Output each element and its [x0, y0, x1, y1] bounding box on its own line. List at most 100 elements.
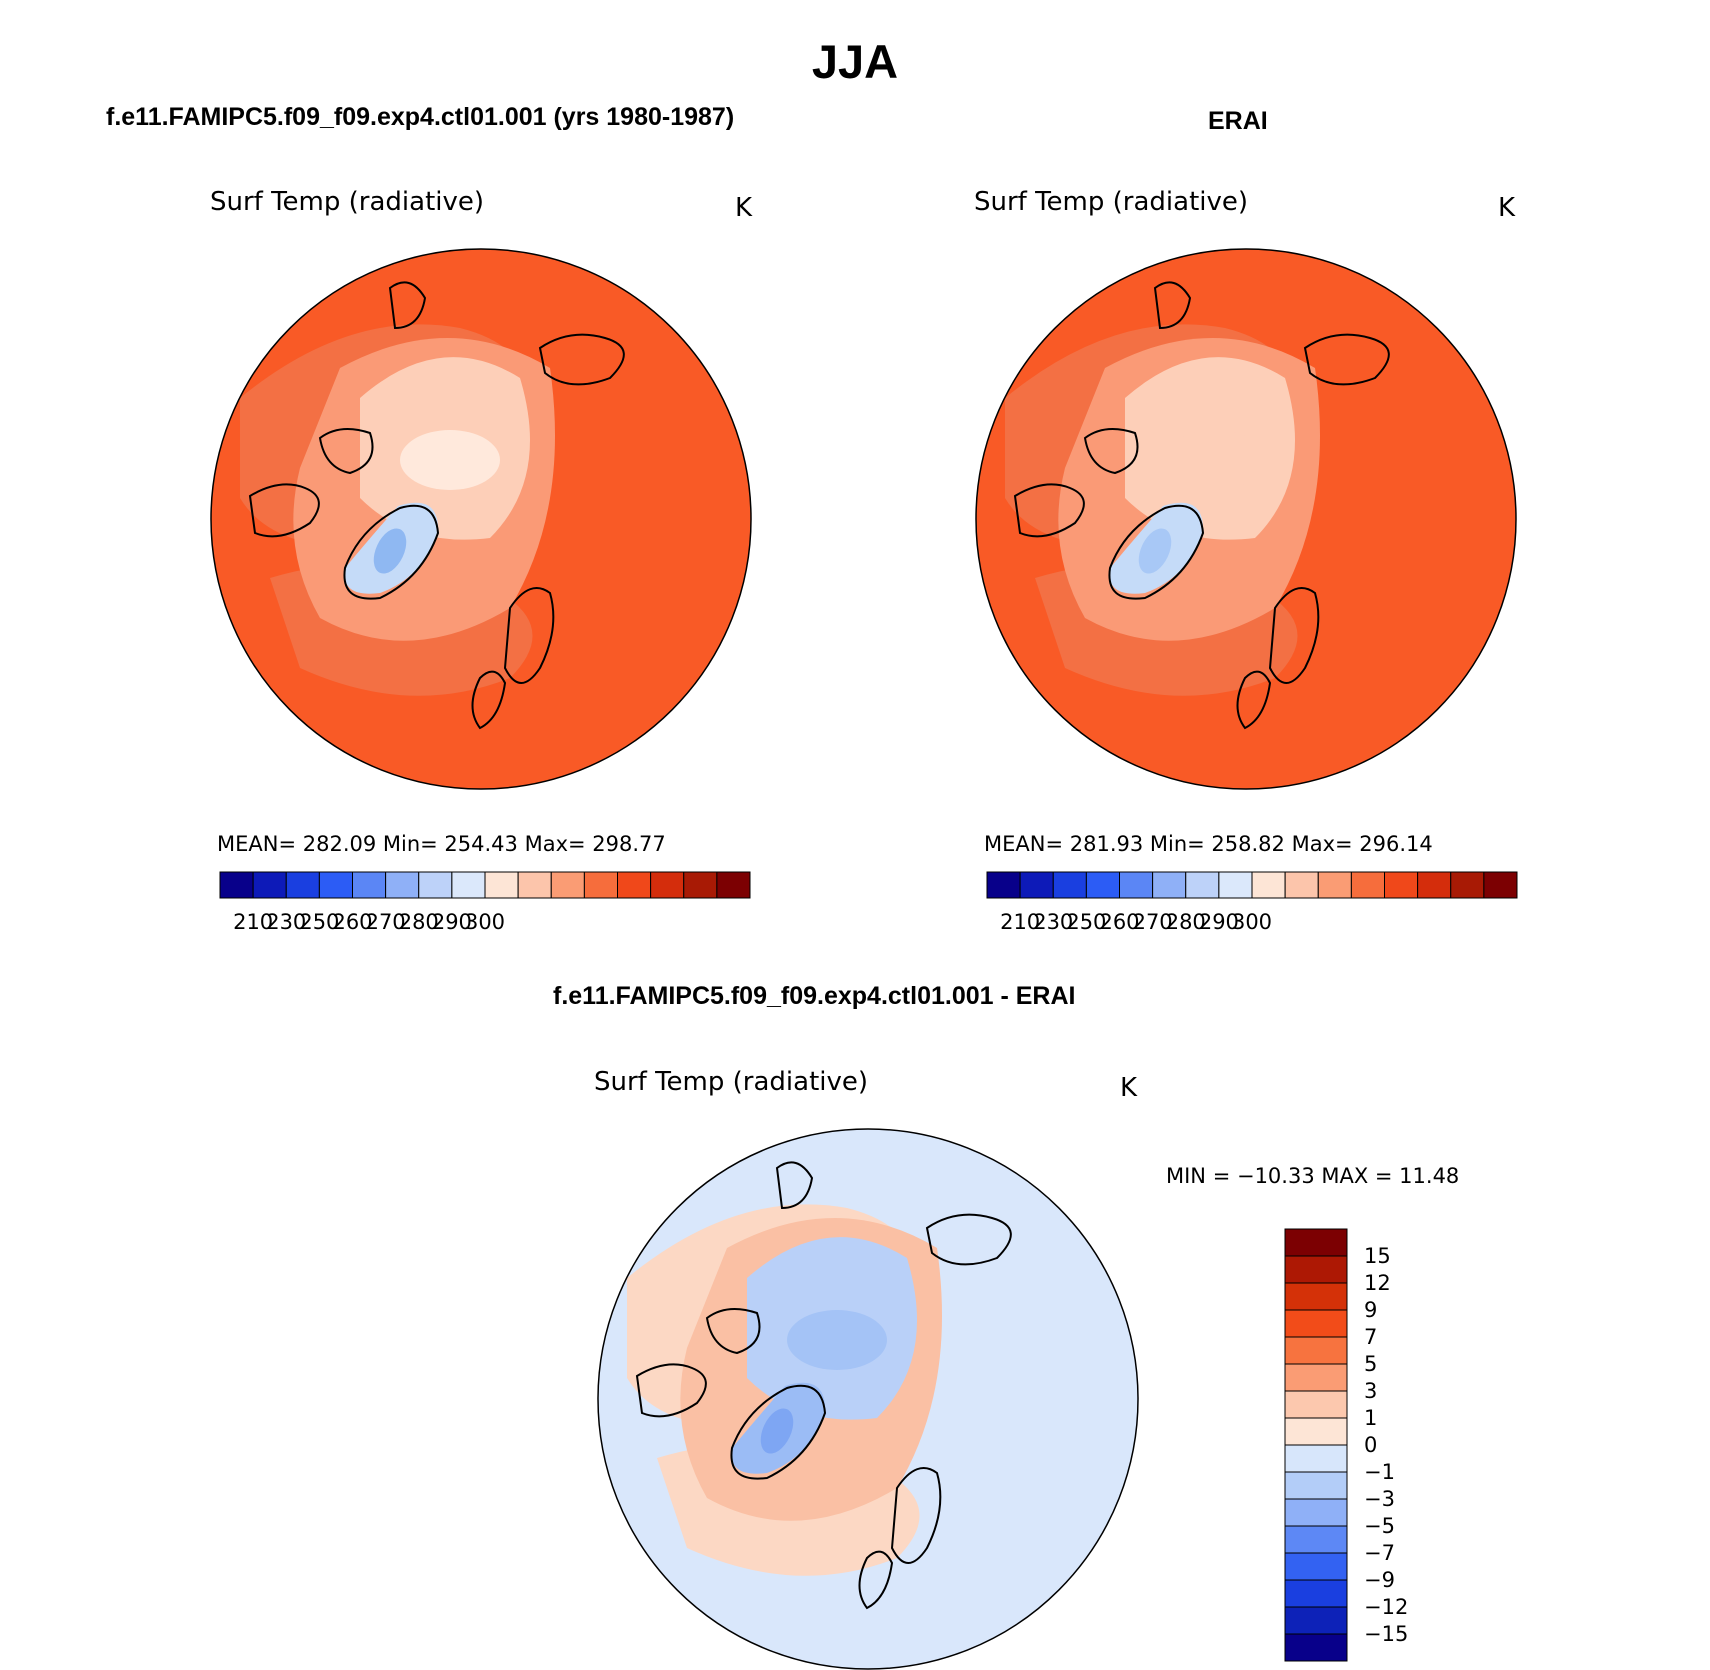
- colorbar-swatch: [1218, 871, 1253, 899]
- colorbar-tick-label: 230: [266, 910, 306, 934]
- colorbar-swatch: [1317, 871, 1352, 899]
- colorbar-swatch: [517, 871, 552, 899]
- map-boundary: [975, 248, 1517, 790]
- coastline: [1153, 281, 1192, 330]
- colorbar-tick-label: 15: [1364, 1244, 1391, 1268]
- figure-title: JJA: [811, 35, 899, 88]
- obs-panel-subtitle: ERAI: [1208, 107, 1268, 135]
- colorbar-swatch: [1284, 1390, 1348, 1419]
- colorbar-tick-label: 260: [1099, 910, 1139, 934]
- coastline: [318, 428, 374, 475]
- colorbar-tick-label: −15: [1364, 1622, 1408, 1646]
- colorbar-tick-label: 9: [1364, 1298, 1377, 1322]
- colorbar-swatch: [451, 871, 486, 899]
- colorbar-swatch: [1284, 1606, 1348, 1635]
- colorbar-tick-label: −12: [1364, 1595, 1408, 1619]
- colorbar-tick-label: −7: [1364, 1541, 1395, 1565]
- model-stats: MEAN= 282.09 Min= 254.43 Max= 298.77: [217, 832, 666, 856]
- colorbar-tick-label: 250: [1066, 910, 1106, 934]
- colorbar-tick-label: −3: [1364, 1487, 1395, 1511]
- colorbar-swatch: [583, 871, 618, 899]
- model-panel-subtitle: f.e11.FAMIPC5.f09_f09.exp4.ctl01.001 (yr…: [106, 103, 735, 131]
- colorbar-swatch: [1483, 871, 1518, 899]
- colorbar-swatch: [1350, 871, 1385, 899]
- colorbar-swatch: [650, 871, 685, 899]
- obs-units-label: K: [1498, 193, 1516, 223]
- map-boundary: [210, 248, 752, 790]
- colorbar-swatch: [285, 871, 320, 899]
- colorbar-swatch: [219, 871, 254, 899]
- colorbar-swatch: [1284, 1363, 1348, 1392]
- colorbar-tick-label: 12: [1364, 1271, 1391, 1295]
- coastline: [1236, 670, 1272, 730]
- polar-core-fill: [787, 1310, 887, 1370]
- colorbar-swatch: [385, 871, 420, 899]
- coastline: [248, 483, 320, 538]
- difference-subtitle: f.e11.FAMIPC5.f09_f09.exp4.ctl01.001 - E…: [553, 982, 1076, 1010]
- obs-stats: MEAN= 281.93 Min= 258.82 Max= 296.14: [984, 832, 1433, 856]
- colorbar-tick-label: 260: [332, 910, 372, 934]
- colorbar-tick-label: 280: [399, 910, 439, 934]
- colorbar-tick-label: −1: [1364, 1460, 1395, 1484]
- coastline: [503, 587, 555, 684]
- colorbar-swatch: [1450, 871, 1485, 899]
- colorbar-swatch: [1284, 1336, 1348, 1365]
- greenland-core-fill: [1138, 528, 1172, 574]
- colorbar-swatch: [1284, 1633, 1348, 1662]
- colorbar-swatch: [1052, 871, 1087, 899]
- coastline: [538, 333, 625, 386]
- colorbar-swatch: [986, 871, 1021, 899]
- colorbar-swatch: [1284, 1282, 1348, 1311]
- colorbar-swatch: [1251, 871, 1286, 899]
- colorbar-tick-label: 250: [299, 910, 339, 934]
- colorbar-swatch: [318, 871, 353, 899]
- coastline: [1013, 483, 1085, 538]
- colorbar-swatch: [484, 871, 519, 899]
- colorbar-swatch: [1284, 1309, 1348, 1338]
- coastline: [1303, 333, 1390, 386]
- colorbar-tick-label: −5: [1364, 1514, 1395, 1538]
- polar-core-fill: [1165, 430, 1265, 490]
- colorbar-tick-label: 300: [465, 910, 505, 934]
- coastline: [471, 670, 507, 730]
- colorbar-swatch: [1284, 1228, 1348, 1257]
- colorbar-swatch: [1284, 1444, 1348, 1473]
- coastline: [858, 1550, 894, 1610]
- colorbar-swatch: [1185, 871, 1220, 899]
- polar-core-fill: [400, 430, 500, 490]
- colorbar-tick-label: 3: [1364, 1379, 1377, 1403]
- model-polar-map: [210, 248, 752, 790]
- colorbar-swatch: [1085, 871, 1120, 899]
- colorbar-swatch: [683, 871, 718, 899]
- colorbar-tick-label: 270: [366, 910, 406, 934]
- model-variable-label: Surf Temp (radiative): [210, 187, 485, 217]
- coastline: [388, 281, 427, 330]
- coastlines: [248, 281, 625, 730]
- greenland-core-fill: [760, 1408, 794, 1454]
- coastlines: [635, 1161, 1012, 1610]
- colorbar-tick-label: 5: [1364, 1352, 1377, 1376]
- coastline: [890, 1467, 942, 1564]
- colorbar-tick-label: 7: [1364, 1325, 1377, 1349]
- colorbar-swatch: [1152, 871, 1187, 899]
- obs-polar-map: [975, 248, 1517, 790]
- colorbar-swatch: [1284, 1471, 1348, 1500]
- coastline: [705, 1308, 761, 1355]
- coastline: [775, 1161, 814, 1210]
- coastline: [1268, 587, 1320, 684]
- colorbar-tick-label: 280: [1166, 910, 1206, 934]
- colorbar-swatch: [1284, 1525, 1348, 1554]
- model-units-label: K: [735, 193, 753, 223]
- difference-polar-map: [597, 1128, 1139, 1670]
- colorbar-swatch: [252, 871, 287, 899]
- greenland-core-fill: [373, 528, 407, 574]
- colorbar-swatch: [1284, 1552, 1348, 1581]
- colorbar-tick-label: 290: [1199, 910, 1239, 934]
- coastline: [730, 1384, 827, 1480]
- coastline: [925, 1213, 1012, 1266]
- colorbar-swatch: [1284, 1579, 1348, 1608]
- colorbar-swatch: [1284, 1255, 1348, 1284]
- colorbar-swatch: [716, 871, 751, 899]
- colorbar-swatch: [1019, 871, 1054, 899]
- coastlines: [1013, 281, 1390, 730]
